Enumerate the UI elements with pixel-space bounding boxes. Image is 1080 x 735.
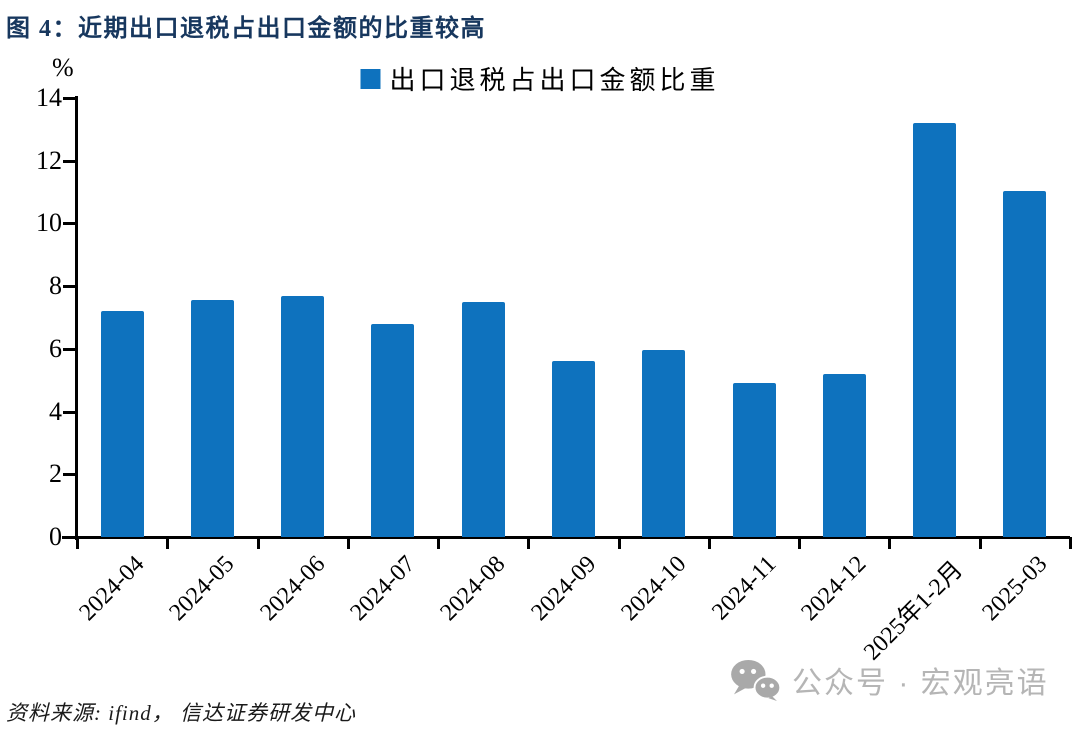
y-axis-unit-label: % [52,53,74,82]
legend-label: 出口退税占出口金额比重 [389,66,720,95]
y-tick [63,97,77,100]
x-category-label-text: 2024-10 [616,551,692,626]
y-tick-label: 4 [49,396,62,426]
x-category-label-text: 2025-03 [977,551,1053,626]
bar-2024-05 [190,300,234,537]
bar-2025-03 [1003,190,1047,537]
source-note: 资料来源: ifind， 信达证券研发中心 [6,701,356,725]
bar-2024-11 [732,383,776,537]
y-tick-label: 12 [36,145,62,175]
bar-2025年1-2月 [913,123,957,537]
legend-swatch [360,68,381,89]
x-tick [527,537,531,549]
y-tick [63,347,77,351]
y-tick-label: 8 [49,271,62,301]
bar-2024-04 [100,311,144,537]
bar-2024-08 [461,301,505,537]
x-tick [437,537,441,549]
x-category-label-text: 2024-07 [345,551,421,626]
x-tick [346,537,350,549]
x-tick [1069,537,1072,549]
x-tick [888,537,892,549]
y-axis-line [75,96,78,540]
y-tick-label: 2 [49,459,62,489]
bar-2024-06 [281,295,325,537]
x-tick [166,537,170,549]
bar-2024-07 [371,323,415,537]
watermark: 公众号 · 宏观亮语 [728,658,1049,702]
x-tick [707,537,711,549]
figure-title: 图 4：近期出口退税占出口金额的比重较高 [6,16,486,42]
x-category-label-text: 2024-08 [435,551,511,626]
y-tick-label: 10 [36,208,62,238]
x-tick [76,537,79,549]
wechat-icon [731,659,782,701]
y-tick-label: 14 [36,83,62,112]
x-category-label-text: 2024-09 [525,551,601,626]
x-category-label-text: 2024-04 [74,551,150,626]
x-category-label-text: 2024-05 [164,551,240,626]
x-category-label-text: 2024-06 [255,551,331,626]
y-tick [63,410,77,414]
bar-2024-10 [642,350,686,537]
y-tick [63,222,77,226]
x-tick [617,537,621,549]
x-tick [256,537,260,549]
x-category-label-text: 2024-11 [707,551,782,626]
legend: 出口退税占出口金额比重 [360,60,719,97]
y-tick [63,285,77,289]
y-tick-label: 6 [49,333,62,363]
y-tick [63,159,77,163]
bar-2024-09 [552,361,595,537]
x-category-label-text: 2024-12 [796,551,872,626]
y-tick-label: 0 [49,522,62,551]
x-tick [798,537,802,549]
bar-2024-12 [822,373,866,537]
y-tick [63,536,77,539]
y-tick [63,473,77,477]
x-tick [978,537,982,549]
x-axis-line [62,536,1070,539]
watermark-text: 公众号 · 宏观亮语 [792,667,1049,700]
